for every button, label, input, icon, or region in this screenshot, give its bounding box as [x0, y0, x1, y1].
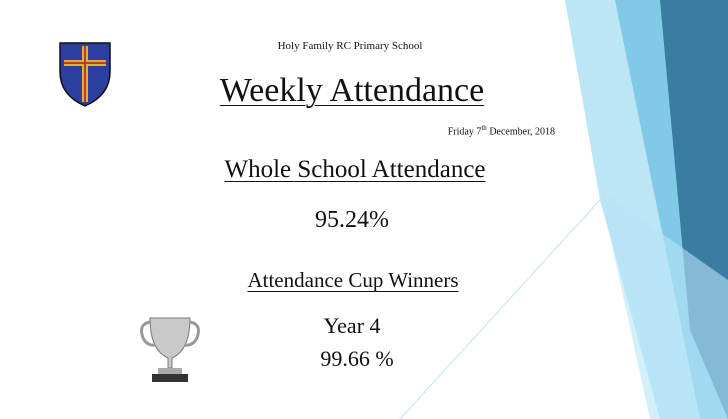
- cup-winner: Year 4: [323, 313, 381, 338]
- date-suffix: th: [481, 124, 487, 132]
- school-name: Holy Family RC Primary School: [277, 40, 423, 52]
- school-crest: [59, 42, 111, 107]
- date-main: Friday 7: [447, 126, 482, 138]
- cup-value: 99.66 %: [320, 346, 394, 371]
- cup-heading: Attendance Cup Winners: [247, 268, 459, 292]
- accent-line: [399, 199, 601, 419]
- trophy-icon: [140, 317, 200, 382]
- date: Friday 7th December, 2018: [448, 124, 555, 137]
- whole-school-value: 95.24%: [315, 207, 389, 233]
- whole-school-heading: Whole School Attendance: [224, 156, 486, 183]
- shape-lower: [600, 190, 728, 419]
- date-rest: December, 2018: [486, 126, 555, 138]
- slide-title: Weekly Attendance: [219, 72, 485, 109]
